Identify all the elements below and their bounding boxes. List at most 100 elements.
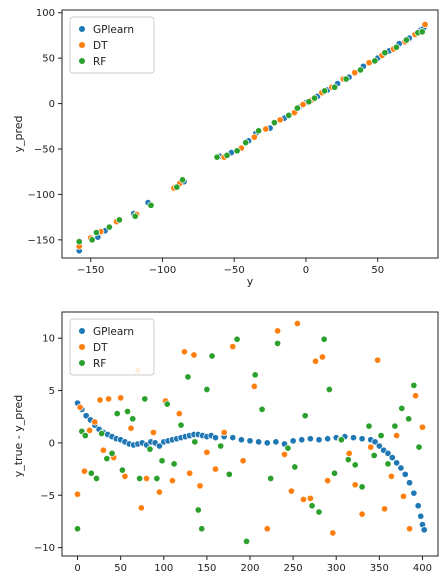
data-point-gplearn [420,526,428,534]
data-point-rf [405,415,413,423]
data-point-dt [280,450,289,458]
y-tick-label: −50 [34,144,55,155]
data-point-dt [367,443,375,451]
data-point-dt [229,343,237,351]
data-point-dt [274,327,282,335]
data-point-rf [384,460,392,468]
data-point-dt [299,100,307,109]
data-point-rf [194,506,202,514]
data-point-rf [402,36,410,44]
data-point-dt [96,396,104,404]
data-point-rf [377,432,385,440]
chart-top: −150 −100 −50 0 50 −150 −100 −50 0 50 100 GPlearn D… [12,8,439,288]
x-tick-label: 350 [370,563,389,574]
data-point-dt [211,465,220,473]
data-point-rf [173,183,181,191]
data-point-rf [92,229,100,237]
y-tick-label: −150 [28,235,55,246]
data-point-dt [80,467,88,475]
data-point-dt [387,472,395,480]
data-point-rf [371,57,379,65]
x-tick-label: 150 [197,563,216,574]
data-point-dt [421,20,429,29]
data-point-dt [250,382,258,390]
data-point-rf [163,400,171,408]
data-point-rf [73,525,82,533]
data-point-dt [250,133,258,141]
data-point-dt [127,424,135,432]
data-point-rf [213,153,221,161]
data-point-rf [147,201,155,209]
data-point-rf [258,405,266,413]
data-point-rf [88,236,96,244]
data-point-rf [233,147,241,155]
data-point-dt [149,428,157,436]
legend-label-gplearn: GPlearn [93,326,134,338]
data-point-rf [141,395,149,403]
legend-marker-rf [78,57,86,65]
data-point-gplearn [417,512,425,520]
legend-marker-gplearn [78,25,86,33]
data-point-dt [418,423,427,431]
data-point-dt [262,125,270,133]
data-point-rf [115,216,123,224]
data-point-rf [170,460,178,468]
data-point-gplearn [211,434,220,442]
data-point-rf [103,455,111,463]
data-point-rf [301,412,309,420]
data-point-dt [306,494,314,502]
legend-label-rf: RF [93,56,106,68]
y-tick-label: 0 [49,99,55,110]
data-point-rf [191,438,199,446]
y-axis-label-top: y_pred [12,115,25,152]
data-point-rf [342,75,350,83]
data-point-rf [418,28,426,36]
data-point-gplearn [410,489,418,497]
y-tick-label: 0 [49,438,55,449]
data-point-rf [320,335,328,343]
data-point-gplearn [255,438,263,446]
data-point-gplearn [388,454,396,462]
data-point-rf [123,407,132,416]
data-point-rf [293,104,301,112]
data-point-rf [321,87,329,95]
data-point-dt [73,490,82,498]
data-point-dt [287,487,295,495]
legend-bottom: GPlearn DT RF [69,318,155,376]
data-point-rf [392,43,400,51]
data-point-rf [291,463,299,471]
data-point-gplearn [263,439,271,447]
data-point-rf [81,432,89,440]
data-point-dt [121,472,129,480]
data-point-dt [203,448,211,456]
data-point-gplearn [237,436,245,444]
x-tick-label: 400 [413,563,432,574]
data-point-dt [324,477,332,485]
data-point-rf [178,176,187,184]
data-point-rf [315,508,323,516]
data-point-rf [337,436,345,444]
data-point-rf [225,470,233,478]
data-point-gplearn [384,449,392,457]
data-point-rf [223,151,231,159]
data-point-rf [108,449,116,457]
data-point-rf [242,139,250,147]
data-point-rf [87,469,95,477]
y-tick-label: −100 [28,190,55,201]
data-point-rf [198,525,206,533]
data-point-rf [311,94,319,102]
data-point-dt [263,525,271,533]
data-point-dt [220,428,228,436]
data-point-gplearn [393,459,401,467]
data-point-rf [410,381,418,389]
data-point-gplearn [306,435,314,443]
points-top [75,20,429,255]
data-point-rf [331,83,339,91]
data-point-rf [233,335,241,343]
data-point-rf [358,483,366,491]
legend-label-dt: DT [93,342,108,354]
data-point-rf [255,127,263,135]
data-point-rf [356,66,365,74]
data-point-rf [105,223,113,231]
data-point-gplearn [272,438,280,446]
